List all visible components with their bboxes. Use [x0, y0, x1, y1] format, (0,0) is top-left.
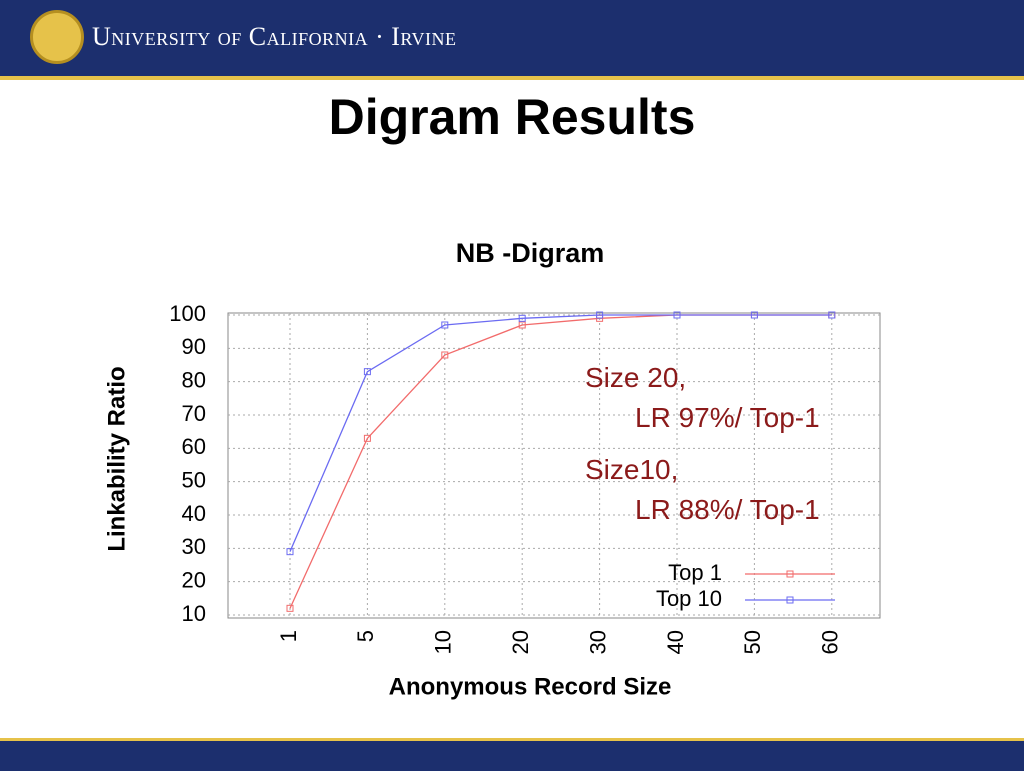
data-point	[750, 311, 758, 319]
footer-bar	[0, 738, 1024, 771]
x-tick-label: 40	[663, 630, 688, 654]
legend-marker	[786, 570, 794, 578]
y-tick-label: 90	[182, 334, 206, 359]
x-tick-label: 1	[276, 630, 301, 642]
annotation-line: Size10,	[585, 454, 679, 485]
y-tick-label: 10	[182, 601, 206, 626]
y-tick-label: 80	[182, 367, 206, 392]
annotation-line: LR 97%/ Top-1	[635, 402, 820, 433]
slide-title: Digram Results	[328, 89, 696, 145]
y-tick-label: 70	[182, 401, 206, 426]
y-tick-label: 30	[182, 534, 206, 559]
data-point	[441, 351, 449, 359]
data-point	[363, 434, 371, 442]
annotation: Size 20, LR 97%/ Top-1	[585, 358, 820, 438]
x-tick-label: 30	[585, 630, 610, 654]
y-tick-label: 50	[182, 467, 206, 492]
data-point	[441, 321, 449, 329]
y-tick-label: 60	[182, 434, 206, 459]
data-point	[673, 311, 681, 319]
y-tick-label: 40	[182, 501, 206, 526]
data-point	[828, 311, 836, 319]
data-point	[286, 604, 294, 612]
legend-label: Top 10	[656, 586, 722, 611]
data-point	[286, 548, 294, 556]
seal	[30, 10, 84, 64]
x-axis-label: Anonymous Record Size	[389, 673, 672, 700]
data-point	[596, 311, 604, 319]
annotation-line: Size 20,	[585, 362, 687, 393]
chart: NB -Digram Anonymous Record Size Linkabili…	[103, 238, 881, 700]
legend-marker	[786, 596, 794, 604]
x-tick-label: 60	[818, 630, 843, 654]
data-point	[363, 368, 371, 376]
y-tick-label: 20	[182, 567, 206, 592]
header-bar: University of California · Irvine	[0, 0, 1024, 80]
legend-label: Top 1	[668, 560, 722, 585]
chart-subtitle: NB -Digram	[456, 238, 605, 268]
annotation-line: LR 88%/ Top-1	[635, 494, 820, 525]
plot-frame	[227, 312, 881, 619]
x-tick-label: 50	[740, 630, 765, 654]
y-axis-label: Linkability Ratio	[103, 366, 130, 551]
y-tick-label: 100	[169, 301, 206, 326]
annotation: Size10, LR 88%/ Top-1	[585, 450, 820, 530]
data-point	[518, 314, 526, 322]
x-tick-label: 20	[508, 630, 533, 654]
series-line	[289, 314, 832, 552]
x-tick-label: 5	[353, 630, 378, 642]
x-tick-label: 10	[431, 630, 456, 654]
data-point	[518, 321, 526, 329]
institution: University of California · Irvine	[92, 22, 457, 51]
